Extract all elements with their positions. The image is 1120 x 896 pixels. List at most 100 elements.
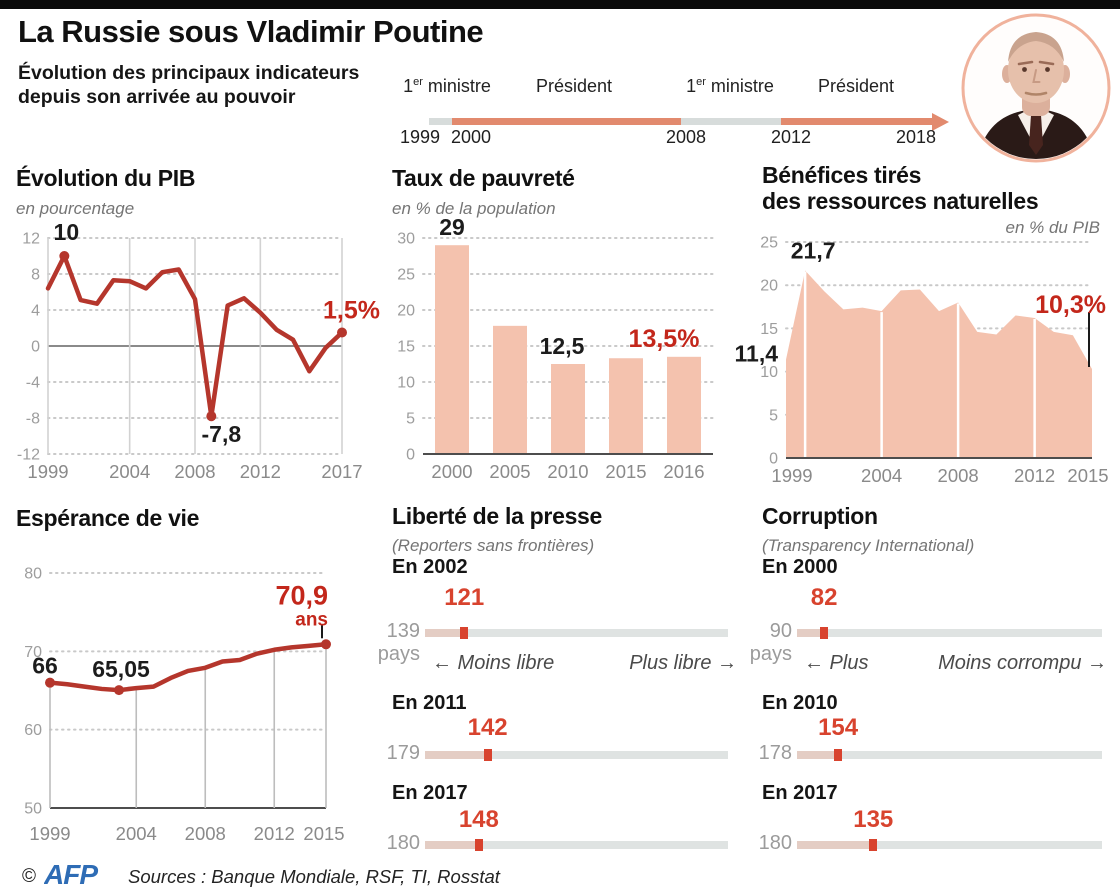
svg-text:12: 12 — [22, 231, 40, 248]
timeline-segment-gray-1999 — [429, 118, 452, 125]
life-line-chart: 50 60 70 80 1999 2004 2008 2012 2015 66 65,05 70,9a… — [24, 566, 344, 845]
svg-text:-4: -4 — [26, 375, 40, 392]
timeline-year-1999: 1999 — [399, 127, 441, 147]
corruption-slider-fill-2010 — [797, 751, 839, 759]
copyright-symbol: © — [22, 866, 36, 887]
press-slider-2011 — [425, 749, 728, 761]
corruption-total-2010: 178 — [758, 742, 792, 764]
press-total-2017: 180 — [386, 832, 420, 854]
timeline-year-2000: 2000 — [450, 127, 492, 147]
section-title-corruption: Corruption — [762, 503, 878, 529]
svg-text:10: 10 — [54, 219, 80, 245]
putin-photo — [960, 12, 1112, 164]
svg-text:11,4: 11,4 — [735, 341, 779, 367]
svg-text:-7,8: -7,8 — [202, 421, 242, 447]
timeline-year-2012: 2012 — [770, 127, 812, 147]
press-slider-fill-2002 — [425, 629, 465, 637]
press-slider-fill-2011 — [425, 751, 488, 759]
corruption-total-2017: 180 — [758, 832, 792, 854]
svg-text:0: 0 — [406, 447, 415, 464]
press-slider-2017 — [425, 839, 728, 851]
timeline-period-pm-2: 1er ministre — [686, 76, 774, 96]
svg-text:20: 20 — [760, 278, 778, 295]
svg-text:21,7: 21,7 — [791, 238, 836, 264]
corruption-slider-2010 — [797, 749, 1102, 761]
corruption-axis-left-label: ← Plus — [804, 652, 869, 674]
svg-text:15: 15 — [760, 321, 778, 338]
press-axis-left-label: ← Moins libre — [432, 652, 555, 674]
svg-text:25: 25 — [397, 267, 415, 284]
press-marker-2002 — [460, 627, 469, 639]
corruption-slider-2000 — [797, 627, 1102, 639]
svg-text:12,5: 12,5 — [540, 333, 585, 359]
svg-text:66: 66 — [32, 653, 58, 679]
press-marker-2011 — [483, 749, 492, 761]
press-period-2002: En 2002 — [392, 556, 468, 578]
svg-text:10: 10 — [397, 375, 415, 392]
chart-subtitle-gdp: en pourcentage — [16, 199, 135, 218]
timeline-arrow-icon — [932, 112, 949, 131]
press-slider-2002 — [425, 627, 728, 639]
press-rank-2011: 142 — [467, 714, 508, 741]
svg-text:1,5%: 1,5% — [323, 297, 380, 325]
svg-text:70: 70 — [24, 644, 42, 661]
svg-text:2004: 2004 — [109, 461, 150, 482]
svg-text:25: 25 — [760, 235, 778, 252]
svg-text:65,05: 65,05 — [92, 656, 150, 682]
press-total-2002: 139 — [386, 620, 420, 642]
chart-title-life: Espérance de vie — [16, 505, 200, 531]
section-title-press: Liberté de la presse — [392, 503, 603, 529]
svg-text:1999: 1999 — [27, 461, 68, 482]
corruption-slider-fill-2000 — [797, 629, 825, 637]
chart-title-gdp: Évolution du PIB — [16, 165, 196, 191]
svg-text:29: 29 — [439, 214, 465, 240]
corruption-rank-2000: 82 — [810, 584, 838, 611]
svg-text:2005: 2005 — [489, 461, 530, 482]
putin-portrait-graphic — [961, 13, 1111, 163]
svg-text:80: 80 — [24, 566, 42, 583]
press-total-unit: pays — [377, 643, 420, 665]
section-source-press: (Reporters sans frontières) — [392, 536, 595, 555]
press-axis-right-label: Plus libre → — [629, 652, 737, 674]
svg-text:2008: 2008 — [938, 465, 979, 486]
svg-text:2016: 2016 — [663, 461, 704, 482]
press-slider-fill-2017 — [425, 841, 479, 849]
timeline-period-president-1: Président — [535, 76, 613, 96]
svg-text:-8: -8 — [26, 411, 40, 428]
main-subtitle-line2: depuis son arrivée au pouvoir — [18, 85, 296, 108]
corruption-period-2000: En 2000 — [762, 556, 838, 578]
svg-text:AFP: AFP — [44, 860, 98, 890]
section-source-corruption: (Transparency International) — [762, 536, 975, 555]
svg-text:0: 0 — [769, 451, 778, 468]
svg-text:2015: 2015 — [605, 461, 646, 482]
press-total-2011: 179 — [386, 742, 420, 764]
corruption-total-unit: pays — [749, 643, 792, 665]
corruption-slider-2017 — [797, 839, 1102, 851]
svg-text:8: 8 — [31, 267, 40, 284]
timeline-segment-salmon-2000-2008 — [452, 118, 681, 125]
chart-subtitle-poverty: en % de la population — [392, 199, 556, 218]
timeline-year-2008: 2008 — [665, 127, 707, 147]
svg-text:2004: 2004 — [116, 823, 157, 844]
gdp-line-chart: -12 -8 -4 0 4 8 12 1999 2004 2008 2012 2017 10 -7,8 1,… — [17, 219, 380, 482]
corruption-marker-2017 — [869, 839, 878, 851]
corruption-marker-2010 — [834, 749, 843, 761]
svg-text:20: 20 — [397, 303, 415, 320]
svg-text:0: 0 — [31, 339, 40, 356]
svg-text:2012: 2012 — [254, 823, 295, 844]
corruption-rank-2017: 135 — [853, 806, 894, 833]
main-title: La Russie sous Vladimir Poutine — [18, 14, 484, 49]
svg-text:2000: 2000 — [431, 461, 472, 482]
timeline-period-pm-1: 1er ministre — [403, 76, 491, 96]
svg-text:5: 5 — [769, 407, 778, 424]
svg-text:2012: 2012 — [1014, 465, 1055, 486]
svg-text:4: 4 — [31, 303, 40, 320]
svg-text:2015: 2015 — [303, 823, 344, 844]
corruption-marker-2000 — [820, 627, 829, 639]
svg-text:15: 15 — [397, 339, 415, 356]
timeline-segment-salmon-2012-2018 — [781, 118, 932, 125]
press-marker-2017 — [474, 839, 483, 851]
corruption-period-2017: En 2017 — [762, 782, 838, 804]
press-rank-2017: 148 — [458, 806, 499, 833]
svg-text:30: 30 — [397, 231, 415, 248]
